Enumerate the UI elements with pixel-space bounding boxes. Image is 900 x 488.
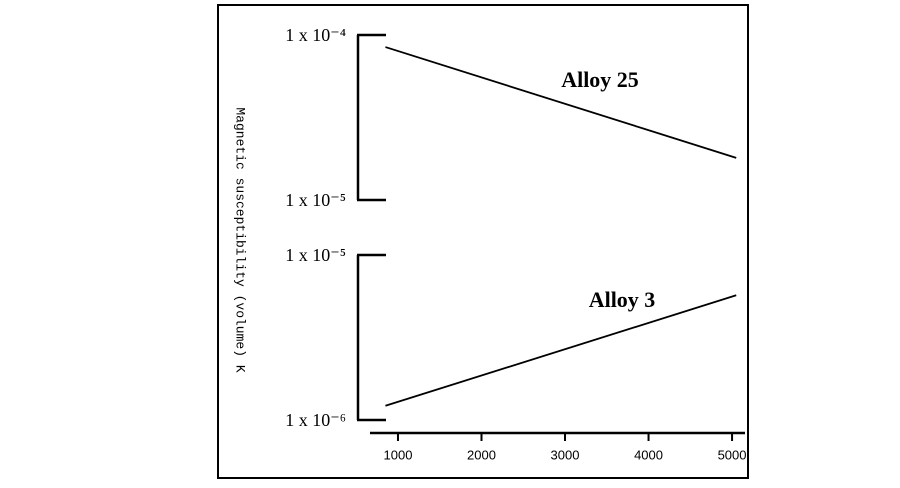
x-tick-label: 1000 (384, 447, 413, 462)
y-tick-label: 1 x 10⁻⁶ (285, 410, 346, 430)
series-label: Alloy 25 (561, 67, 639, 92)
y-tick-label: 1 x 10⁻⁴ (285, 25, 346, 45)
y-tick-label: 1 x 10⁻⁵ (285, 245, 346, 265)
x-tick-label: 5000 (718, 447, 747, 462)
x-tick-label: 4000 (634, 447, 663, 462)
data-line (385, 46, 737, 159)
y-tick-label: 1 x 10⁻⁵ (285, 190, 346, 210)
series-label: Alloy 3 (589, 287, 656, 312)
data-line (385, 294, 737, 407)
y-axis-label: Magnetic susceptibility (volume) K (233, 107, 248, 372)
x-tick-label: 2000 (467, 447, 496, 462)
x-tick-label: 3000 (551, 447, 580, 462)
frame (217, 4, 749, 479)
